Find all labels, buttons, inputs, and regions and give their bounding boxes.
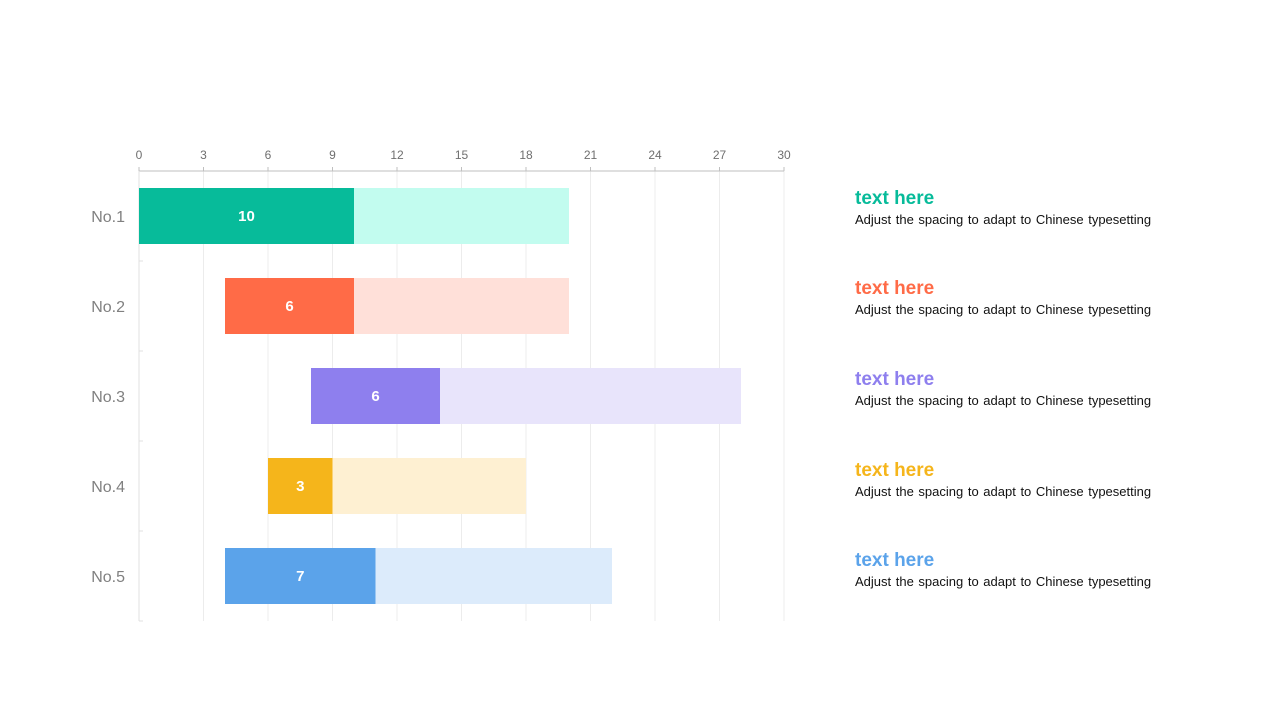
x-tick-label: 0 [136,148,143,162]
bar-secondary [375,548,612,604]
bar-primary [225,278,354,334]
x-axis: 0 3 6 9 12 15 18 21 24 27 30 [136,148,791,622]
x-tick-label: 6 [265,148,272,162]
legend-title: text here [855,369,935,390]
legend: text here Adjust the spacing to adapt to… [855,0,1255,720]
legend-title: text here [855,550,935,571]
x-tick-label: 27 [713,148,727,162]
data-label: 6 [371,388,379,405]
legend-description: Adjust the spacing to adapt to Chinese t… [855,212,1152,227]
gantt-bar-chart: 0 3 6 9 12 15 18 21 24 27 30 10 No.1 6 No.2 6 No.3 3 No.4… [91,148,791,622]
bar-secondary [440,368,741,424]
category-label: No.5 [91,569,125,586]
bar-secondary [354,188,569,244]
legend-item-4: text here Adjust the spacing to adapt to… [855,460,1151,500]
legend-description: Adjust the spacing to adapt to Chinese t… [855,302,1152,317]
data-label: 6 [285,298,293,315]
legend-item-5: text here Adjust the spacing to adapt to… [855,550,1151,590]
legend-item-1: text here Adjust the spacing to adapt to… [855,188,1151,228]
legend-item-3: text here Adjust the spacing to adapt to… [855,369,1151,409]
legend-description: Adjust the spacing to adapt to Chinese t… [855,393,1152,408]
bar-primary [139,188,354,244]
x-tick-label: 15 [455,148,469,162]
bar-primary [268,458,333,514]
x-tick-label: 30 [777,148,791,162]
category-label: No.1 [91,209,125,226]
legend-description: Adjust the spacing to adapt to Chinese t… [855,574,1152,589]
legend-item-2: text here Adjust the spacing to adapt to… [855,278,1151,318]
data-label: 7 [296,568,304,585]
x-tick-label: 9 [329,148,336,162]
bar-primary [225,548,376,604]
category-label: No.3 [91,389,125,406]
x-tick-label: 24 [648,148,662,162]
category-label: No.4 [91,479,125,496]
x-tick-label: 21 [584,148,598,162]
legend-title: text here [855,278,935,299]
category-label: No.2 [91,299,125,316]
category-labels: 10 No.1 6 No.2 6 No.3 3 No.4 7 No.5 [91,208,379,586]
legend-title: text here [855,460,935,481]
legend-title: text here [855,188,935,209]
x-tick-label: 18 [519,148,533,162]
bar-secondary [354,278,569,334]
data-label: 10 [238,208,255,225]
x-tick-label: 3 [200,148,207,162]
legend-description: Adjust the spacing to adapt to Chinese t… [855,484,1152,499]
bars [139,188,741,604]
data-label: 3 [296,478,304,495]
bar-secondary [332,458,526,514]
x-tick-label: 12 [390,148,404,162]
bar-primary [311,368,440,424]
